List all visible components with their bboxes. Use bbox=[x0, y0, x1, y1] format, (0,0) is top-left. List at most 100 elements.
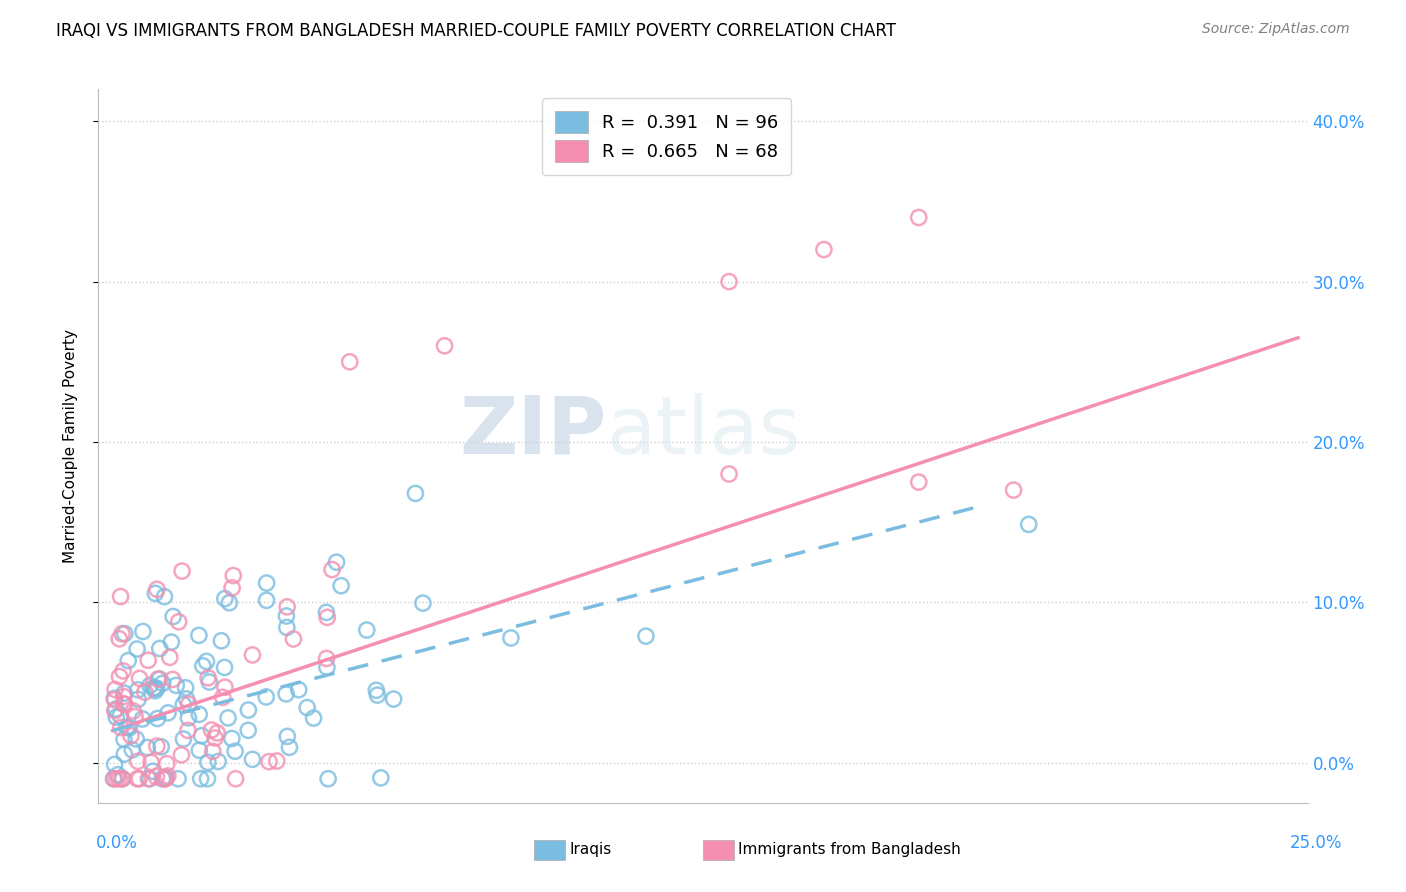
Point bbox=[321, 563, 343, 577]
Point bbox=[103, 772, 125, 786]
Point bbox=[718, 467, 741, 481]
Point bbox=[108, 772, 131, 786]
Point bbox=[104, 757, 127, 772]
Point bbox=[112, 686, 135, 700]
Point bbox=[330, 579, 353, 593]
Point bbox=[143, 681, 166, 695]
Point bbox=[143, 586, 166, 600]
Point bbox=[238, 703, 260, 717]
Text: 0.0%: 0.0% bbox=[96, 834, 138, 852]
Point bbox=[356, 623, 378, 637]
Point bbox=[155, 771, 177, 785]
Point bbox=[146, 711, 169, 725]
Point bbox=[104, 704, 127, 718]
Point bbox=[222, 568, 245, 582]
Text: atlas: atlas bbox=[606, 392, 800, 471]
Point bbox=[242, 752, 264, 766]
Point bbox=[111, 626, 134, 640]
Point bbox=[136, 740, 159, 755]
Text: 25.0%: 25.0% bbox=[1291, 834, 1343, 852]
Point bbox=[156, 769, 179, 783]
Point bbox=[150, 739, 173, 754]
Point bbox=[143, 683, 166, 698]
Point bbox=[105, 772, 128, 786]
Point bbox=[127, 682, 149, 697]
Point bbox=[149, 641, 172, 656]
Point bbox=[195, 654, 218, 668]
Point bbox=[134, 685, 156, 699]
Point bbox=[242, 648, 264, 662]
Point bbox=[207, 755, 229, 769]
Point bbox=[103, 691, 125, 706]
Point bbox=[191, 658, 214, 673]
Point bbox=[1002, 483, 1025, 497]
Legend: R =  0.391   N = 96, R =  0.665   N = 68: R = 0.391 N = 96, R = 0.665 N = 68 bbox=[543, 98, 792, 175]
Point bbox=[112, 690, 135, 704]
Point bbox=[127, 772, 149, 786]
Point bbox=[104, 702, 127, 716]
Point bbox=[339, 355, 361, 369]
Point bbox=[221, 581, 243, 595]
Point bbox=[162, 673, 184, 687]
Point bbox=[110, 590, 132, 604]
Point bbox=[160, 635, 183, 649]
Point bbox=[155, 772, 177, 786]
Point bbox=[108, 670, 131, 684]
Point bbox=[111, 772, 134, 786]
Point bbox=[295, 700, 318, 714]
Point bbox=[718, 275, 741, 289]
Point bbox=[266, 754, 288, 768]
Point bbox=[118, 721, 141, 735]
Point bbox=[209, 633, 232, 648]
Point bbox=[214, 680, 236, 694]
Point bbox=[238, 723, 260, 738]
Point bbox=[188, 707, 211, 722]
Point bbox=[127, 642, 149, 657]
Point bbox=[153, 590, 176, 604]
Point bbox=[176, 692, 198, 706]
Point bbox=[204, 731, 226, 745]
Point bbox=[257, 755, 280, 769]
Point bbox=[634, 629, 657, 643]
Point bbox=[136, 653, 159, 667]
Point bbox=[177, 697, 200, 711]
Point bbox=[142, 764, 165, 779]
Point bbox=[404, 486, 426, 500]
Point bbox=[174, 681, 197, 695]
Point bbox=[366, 688, 388, 702]
Point bbox=[256, 593, 278, 607]
Point bbox=[131, 712, 153, 726]
Point bbox=[159, 650, 181, 665]
Point bbox=[112, 664, 135, 678]
Point bbox=[121, 743, 143, 757]
Point bbox=[276, 730, 298, 744]
Point bbox=[136, 772, 159, 786]
Point bbox=[105, 710, 128, 724]
Point bbox=[221, 731, 243, 746]
Point bbox=[153, 772, 176, 786]
Point bbox=[190, 772, 212, 786]
Point bbox=[128, 672, 150, 686]
Point bbox=[274, 687, 297, 701]
Point bbox=[139, 679, 162, 693]
Point bbox=[104, 682, 127, 697]
Point bbox=[278, 740, 301, 755]
Point bbox=[146, 739, 169, 753]
Point bbox=[316, 660, 339, 674]
Point bbox=[499, 631, 522, 645]
Point bbox=[122, 704, 145, 718]
Point bbox=[110, 721, 132, 735]
Point bbox=[107, 768, 129, 782]
Point bbox=[370, 771, 392, 785]
Point bbox=[152, 772, 174, 786]
Text: Iraqis: Iraqis bbox=[569, 842, 612, 856]
Point bbox=[382, 692, 405, 706]
Text: Source: ZipAtlas.com: Source: ZipAtlas.com bbox=[1202, 22, 1350, 37]
Point bbox=[200, 723, 222, 737]
Point bbox=[907, 475, 929, 489]
Point bbox=[316, 772, 339, 786]
Point bbox=[103, 772, 125, 786]
Point bbox=[316, 610, 339, 624]
Text: IRAQI VS IMMIGRANTS FROM BANGLADESH MARRIED-COUPLE FAMILY POVERTY CORRELATION CH: IRAQI VS IMMIGRANTS FROM BANGLADESH MARR… bbox=[56, 22, 896, 40]
Point bbox=[325, 555, 347, 569]
